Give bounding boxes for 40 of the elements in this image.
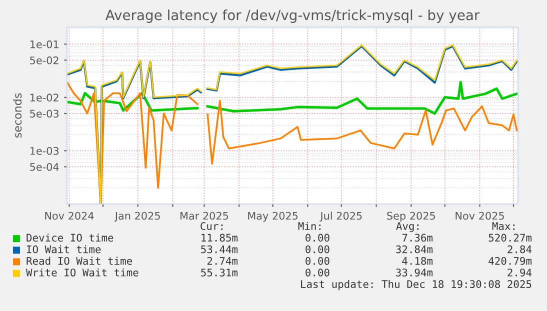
chart-title: Average latency for /dev/vg-vms/trick-mysql - by year xyxy=(105,10,480,23)
text: Last update: Thu Dec 18 19:30:08 2025 xyxy=(301,280,532,290)
legend-label: Read IO Wait time xyxy=(26,256,132,265)
text: 2.74m xyxy=(207,256,238,265)
text: 0.00 xyxy=(306,268,330,276)
y-tick-label: 1e-01 xyxy=(30,40,58,48)
text: Avg: xyxy=(396,222,418,232)
legend-label: Write IO Wait time xyxy=(26,268,138,276)
x-tick-label: May 2025 xyxy=(248,212,298,222)
y-axis-title: seconds xyxy=(13,93,22,138)
x-tick-label: Jan 2025 xyxy=(114,212,160,222)
text: Max: xyxy=(492,222,514,230)
text: 33.94m xyxy=(396,268,433,276)
y-tick-label: 5e-03 xyxy=(30,110,59,118)
text: 2.84 xyxy=(508,245,532,254)
text: 2.94 xyxy=(508,268,532,276)
x-tick-label: Sep 2025 xyxy=(387,212,435,222)
text: Cur: xyxy=(200,222,222,230)
x-tick-label: Nov 2025 xyxy=(456,212,504,220)
text: 55.31m xyxy=(201,268,238,276)
text: 0.00 xyxy=(306,245,330,254)
text: 420.79m xyxy=(488,256,532,265)
text: 0.00 xyxy=(306,234,330,242)
x-tick-label: Jul 2025 xyxy=(320,212,362,222)
text: 4.18m xyxy=(402,256,433,265)
text: 53.44m xyxy=(201,245,238,254)
text: 520.27m xyxy=(488,234,532,242)
text: 11.85m xyxy=(202,234,238,242)
text: 32.84m xyxy=(396,245,433,254)
text: Min: xyxy=(298,222,320,230)
y-tick-label: 1e-02 xyxy=(30,94,58,102)
legend-label: Device IO time xyxy=(26,234,114,242)
x-tick-label: Mar 2025 xyxy=(180,212,228,220)
y-tick-label: 5e-04 xyxy=(30,162,59,171)
legend-label: IO Wait time xyxy=(27,245,101,254)
y-tick-label: 1e-03 xyxy=(30,146,59,155)
y-tick-label: 5e-02 xyxy=(30,56,58,64)
x-tick-label: Nov 2024 xyxy=(45,212,94,220)
text: 0.00 xyxy=(306,256,330,265)
text: 7.36m xyxy=(402,234,433,242)
